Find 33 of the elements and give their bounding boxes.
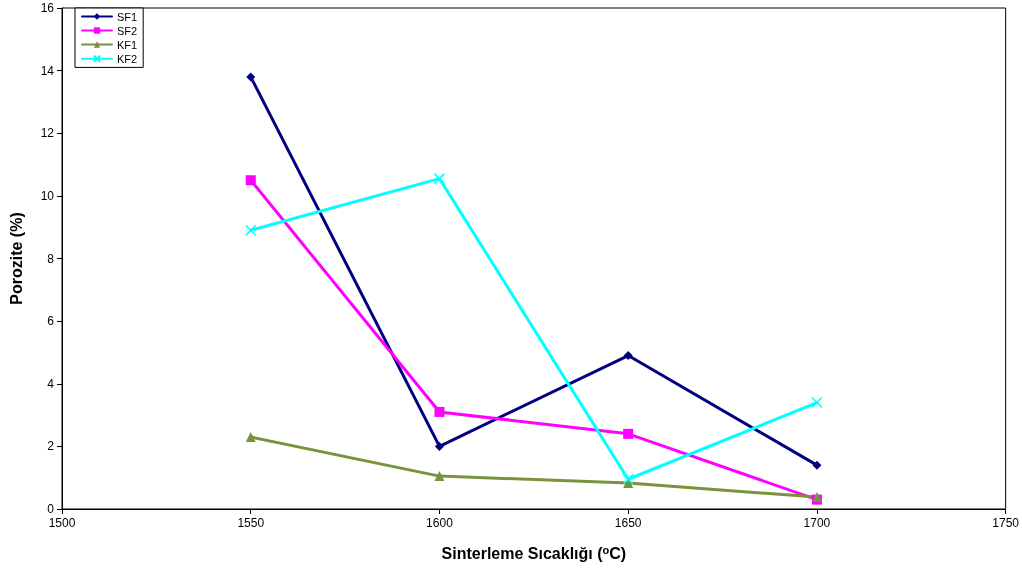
point xyxy=(623,428,634,439)
y-axis-title: Porozite (%) xyxy=(7,212,25,305)
point xyxy=(244,224,257,237)
point xyxy=(811,396,823,409)
y-tick-label: 16 xyxy=(40,1,55,15)
legend-label: KF1 xyxy=(117,38,138,51)
point xyxy=(245,431,256,442)
legend-label: SF2 xyxy=(117,24,138,37)
x-tick-label: 1600 xyxy=(426,516,454,530)
point xyxy=(434,406,445,417)
point xyxy=(433,172,446,185)
y-tick-label: 12 xyxy=(40,126,55,141)
x-tick-label: 1750 xyxy=(992,516,1020,530)
y-tick-label: 6 xyxy=(47,314,55,329)
y-tick-label: 2 xyxy=(47,439,55,454)
y-tick-label: 14 xyxy=(40,63,55,78)
y-tick-label: 10 xyxy=(40,188,55,203)
x-tick-label: 1550 xyxy=(237,516,265,530)
point xyxy=(622,473,634,485)
y-tick-label: 4 xyxy=(47,376,55,391)
point xyxy=(246,72,256,82)
legend-label: SF1 xyxy=(117,10,138,23)
y-tick-label: 8 xyxy=(47,251,55,266)
x-tick-label: 1650 xyxy=(614,516,642,530)
point xyxy=(434,441,444,451)
x-tick-label: 1700 xyxy=(803,516,831,530)
point xyxy=(434,471,445,482)
y-tick-label: 0 xyxy=(47,502,55,516)
legend-label: KF2 xyxy=(117,52,138,65)
point xyxy=(812,460,822,470)
point xyxy=(623,351,633,361)
point xyxy=(245,175,256,186)
x-tick-label: 1500 xyxy=(48,516,76,530)
